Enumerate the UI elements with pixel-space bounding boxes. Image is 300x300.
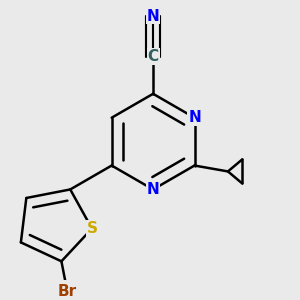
Text: N: N	[188, 110, 201, 125]
Text: N: N	[147, 182, 160, 197]
Text: Br: Br	[58, 284, 77, 299]
Text: C: C	[148, 49, 159, 64]
Text: N: N	[147, 8, 160, 23]
Text: S: S	[86, 221, 98, 236]
